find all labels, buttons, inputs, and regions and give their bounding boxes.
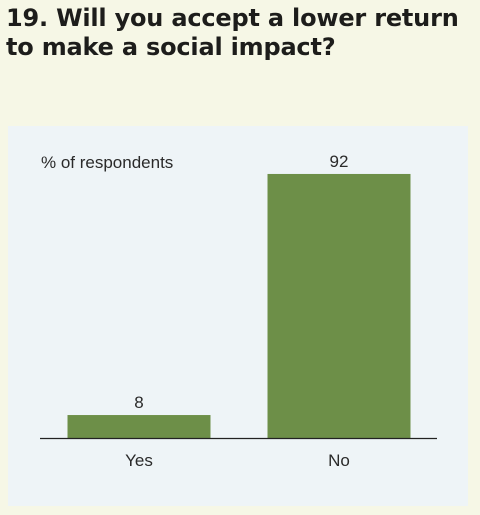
bar-chart: % of respondents 8 Yes 92 No — [40, 152, 437, 470]
labels-layer: 8 Yes 92 No — [125, 152, 350, 470]
tick-label-yes: Yes — [125, 451, 153, 470]
chart-panel: % of respondents 8 Yes 92 No — [8, 126, 468, 506]
data-label-no: 92 — [330, 152, 349, 171]
bar-no — [267, 173, 411, 438]
data-label-yes: 8 — [134, 393, 143, 412]
tick-label-no: No — [328, 451, 350, 470]
bars-layer — [67, 173, 411, 438]
unit-label: % of respondents — [41, 153, 173, 172]
chart-title: 19. Will you accept a lower return to ma… — [6, 4, 459, 61]
bar-yes — [67, 415, 211, 438]
